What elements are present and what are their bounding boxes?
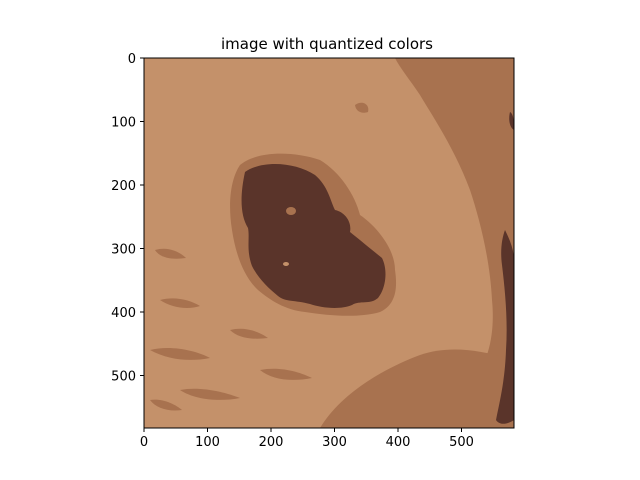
x-tick-label: 500 <box>449 435 474 450</box>
axes-frame <box>143 57 515 429</box>
y-tick-label: 500 <box>111 370 136 385</box>
streak-8 <box>155 248 186 259</box>
lesion-spot-2 <box>283 262 289 266</box>
streak-5 <box>230 328 268 339</box>
streak-4 <box>150 399 182 411</box>
x-tick-label: 300 <box>322 435 347 450</box>
region-medium-bottom <box>320 349 514 428</box>
streak-1 <box>160 298 200 308</box>
lesion-spot-1 <box>286 207 296 215</box>
y-tick-label: 400 <box>111 306 136 321</box>
quantized-image <box>144 58 514 428</box>
region-dark-edge-top <box>509 112 514 130</box>
region-dark-lesion <box>241 164 386 308</box>
streak-2 <box>150 347 210 360</box>
x-axis: 0 100 200 300 400 500 <box>140 428 474 450</box>
region-dark-edge <box>496 230 514 424</box>
streak-6 <box>355 102 369 113</box>
y-tick-label: 200 <box>111 179 136 194</box>
image-title: image with quantized colors <box>221 35 433 53</box>
x-tick-label: 400 <box>386 435 411 450</box>
x-tick-label: 0 <box>140 435 148 450</box>
region-medium-right <box>395 58 514 428</box>
streak-7 <box>260 368 312 380</box>
x-tick-label: 200 <box>259 435 284 450</box>
y-tick-label: 300 <box>111 243 136 258</box>
y-tick-label: 0 <box>128 52 136 67</box>
x-tick-label: 100 <box>195 435 220 450</box>
streak-3 <box>180 388 240 400</box>
y-axis: 0 100 200 300 400 500 <box>111 52 144 385</box>
y-tick-label: 100 <box>111 116 136 131</box>
